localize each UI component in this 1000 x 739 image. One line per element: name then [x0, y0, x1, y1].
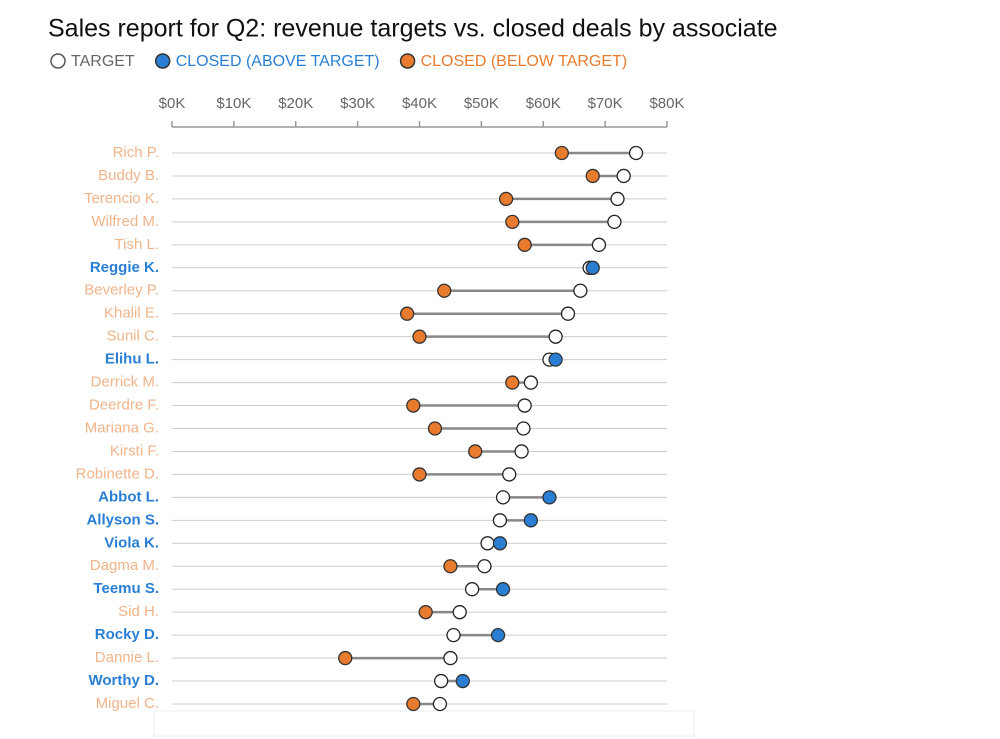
category-label: Khalil E.: [104, 305, 159, 322]
closed-dot: [437, 283, 452, 298]
closed-dot: [548, 352, 563, 367]
target-dot: [432, 696, 448, 712]
x-tick-label: $70K: [588, 95, 623, 112]
closed-dot: [498, 191, 514, 207]
target-dot: [452, 605, 467, 620]
target-dot: [446, 627, 461, 643]
closed-dot: [412, 329, 427, 344]
category-label: Beverley P.: [84, 282, 159, 299]
category-label: Deerdre F.: [89, 397, 159, 414]
target-dot: [591, 237, 607, 252]
category-label: Miguel C.: [96, 695, 159, 712]
x-tick-label: $30K: [340, 95, 375, 112]
target-dot: [480, 536, 495, 551]
closed-dot: [455, 673, 470, 689]
target-dot: [548, 329, 563, 344]
target-dot: [477, 559, 492, 574]
category-label: Teemu S.: [93, 580, 159, 597]
target-dot: [628, 145, 644, 161]
closed-dot: [585, 260, 600, 275]
target-dot: [573, 283, 588, 298]
target-dot: [443, 650, 458, 666]
closed-dot: [427, 421, 443, 436]
frame: [153, 710, 695, 737]
x-tick-label: $50K: [464, 95, 499, 112]
category-label: Kirsti F.: [110, 442, 159, 459]
target-dot: [514, 444, 529, 459]
closed-dot: [523, 513, 539, 528]
closed-dot: [492, 536, 508, 551]
category-label: Mariana G.: [85, 419, 159, 436]
legend-marker: [50, 53, 66, 69]
x-tick-label: $10K: [216, 95, 251, 112]
x-tick-label: $0K: [159, 95, 186, 112]
chart-title: Sales report for Q2: revenue targets vs.…: [48, 15, 778, 43]
legend-label: TARGET: [71, 53, 135, 70]
category-label: Allyson S.: [86, 511, 159, 528]
closed-dot: [406, 398, 421, 413]
x-tick-label: $40K: [402, 95, 437, 112]
closed-dot: [412, 467, 427, 482]
category-label: Elihu L.: [105, 351, 159, 368]
x-tick-label: $60K: [526, 95, 561, 112]
category-label: Dagma M.: [90, 557, 159, 574]
closed-dot: [585, 168, 600, 184]
target-dot: [434, 673, 449, 689]
category-label: Robinette D.: [76, 465, 159, 482]
legend-marker: [399, 53, 416, 69]
category-label: Dannie L.: [95, 649, 159, 666]
closed-dot: [399, 306, 415, 321]
target-dot: [495, 490, 511, 505]
closed-dot: [542, 490, 557, 505]
target-dot: [516, 421, 531, 436]
category-label: Reggie K.: [90, 259, 159, 276]
legend-label: CLOSED (BELOW TARGET): [421, 53, 628, 70]
category-label: Viola K.: [104, 534, 159, 551]
closed-dot: [554, 145, 569, 161]
closed-dot: [468, 444, 483, 459]
legend-marker: [154, 53, 171, 69]
legend-label: CLOSED (ABOVE TARGET): [176, 53, 380, 70]
target-dot: [607, 214, 622, 230]
category-label: Buddy B.: [98, 167, 159, 184]
closed-dot: [505, 375, 520, 390]
closed-dot: [406, 696, 421, 712]
target-dot: [464, 582, 480, 597]
category-label: Worthy D.: [88, 672, 159, 689]
closed-dot: [495, 582, 511, 597]
category-label: Rocky D.: [95, 626, 159, 643]
target-dot: [523, 375, 539, 390]
closed-dot: [490, 627, 506, 643]
target-dot: [610, 191, 625, 207]
target-dot: [560, 306, 576, 321]
closed-dot: [505, 214, 520, 230]
target-dot: [502, 467, 517, 482]
x-tick-label: $20K: [278, 95, 313, 112]
target-dot: [517, 398, 532, 413]
category-label: Rich P.: [113, 144, 159, 161]
target-dot: [616, 168, 631, 184]
category-label: Sunil C.: [106, 328, 159, 345]
closed-dot: [418, 605, 433, 620]
category-label: Derrick M.: [91, 374, 159, 391]
category-label: Terencio K.: [84, 190, 159, 207]
closed-dot: [517, 237, 532, 252]
category-label: Wilfred M.: [92, 213, 160, 230]
closed-dot: [443, 559, 458, 574]
x-tick-label: $80K: [649, 95, 684, 112]
closed-dot: [338, 650, 353, 666]
category-label: Abbot L.: [98, 488, 159, 505]
category-label: Tish L.: [115, 236, 159, 253]
target-dot: [492, 513, 508, 528]
category-label: Sid H.: [118, 603, 159, 620]
